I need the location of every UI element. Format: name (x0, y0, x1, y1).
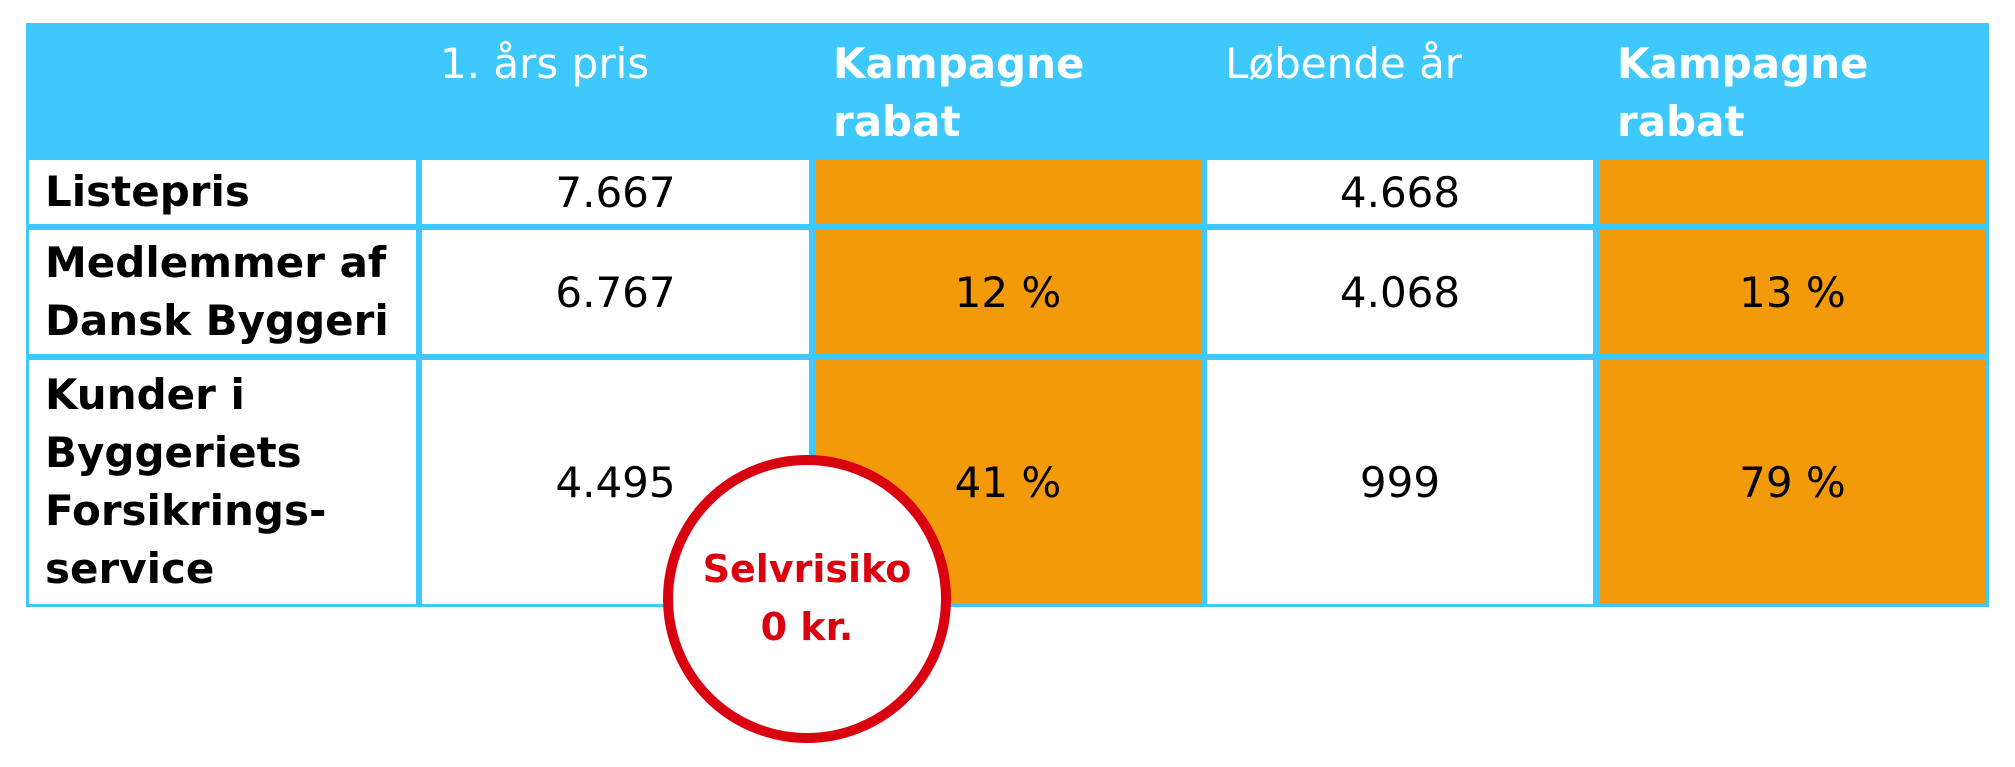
text-line: service (45, 544, 215, 593)
value-cell: 13 % (1599, 230, 1986, 354)
header-cell: 1. års pris (422, 23, 809, 157)
value-cell (815, 160, 1201, 224)
value-cell: 4.668 (1207, 160, 1593, 224)
value-cell: 999 (1207, 360, 1593, 604)
text-line: Byggeriets (45, 428, 302, 477)
text-line: Dansk Byggeri (45, 296, 389, 345)
value-cell (1599, 160, 1986, 224)
text-line: Listepris (45, 167, 250, 216)
badge-text: 0 kr. (761, 605, 854, 649)
value-cell: 4.068 (1207, 230, 1593, 354)
value-cell: 12 % (815, 230, 1201, 354)
text-line: rabat (833, 97, 961, 146)
header-cell: Løbende år (1207, 23, 1593, 157)
value-cell: 6.767 (422, 230, 809, 354)
badge-text: Selvrisiko (703, 547, 912, 591)
row-label: Listepris (29, 160, 416, 224)
value-cell: 7.667 (422, 160, 809, 224)
row-label: Medlemmer af Dansk Byggeri (29, 230, 416, 354)
header-cell: Kampagne rabat (815, 23, 1201, 157)
text-line: Kunder i (45, 370, 245, 419)
text-line: Løbende år (1225, 39, 1463, 88)
row-label: Kunder i Byggeriets Forsikrings-service (29, 360, 416, 604)
text-line: Forsikrings- (45, 486, 327, 535)
badge-circle (663, 455, 951, 743)
text-line: Kampagne (833, 39, 1085, 88)
text-line: Medlemmer af (45, 238, 387, 287)
text-line: Kampagne (1617, 39, 1869, 88)
value-cell: 79 % (1599, 360, 1986, 604)
text-line: 1. års pris (440, 39, 650, 88)
text-line: rabat (1617, 97, 1745, 146)
header-cell: Kampagne rabat (1599, 23, 1986, 157)
